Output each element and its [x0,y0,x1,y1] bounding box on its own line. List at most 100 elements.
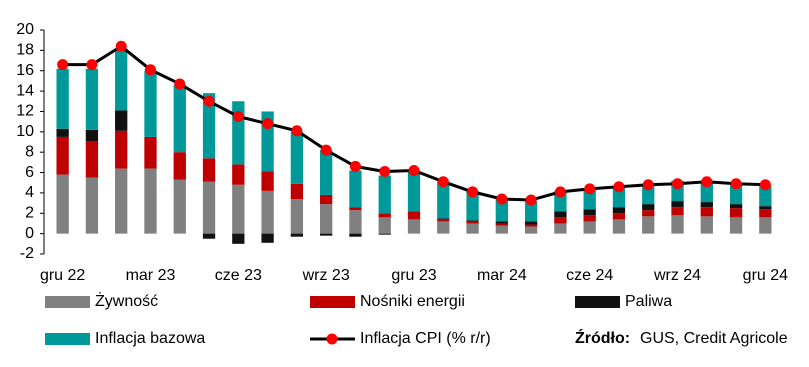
x-tick-label: cze 24 [566,267,613,284]
point [115,40,127,52]
bar [495,221,508,224]
y-tick-label: 20 [16,21,34,38]
bar [202,158,216,182]
bar [700,207,713,217]
bar [290,199,304,234]
bar [612,186,626,208]
point [613,181,625,193]
bar [671,207,684,216]
bar [232,101,245,165]
bar [202,233,216,239]
bar [524,221,538,225]
bar [583,215,596,222]
bar [729,183,743,205]
bar [85,129,99,141]
bar [524,201,538,222]
bar [437,181,450,219]
bar [642,204,655,211]
bar [729,204,743,209]
bar [202,93,216,159]
bar [554,211,567,218]
bar [495,198,508,222]
point [144,64,156,76]
bar [612,207,626,214]
bar [232,233,245,244]
bar [173,84,186,153]
bar [261,171,274,191]
bar [378,213,391,218]
y-tick-label: 0 [25,225,34,242]
bar [85,177,99,234]
point [320,144,332,156]
legend-swatch [575,296,620,308]
bar [261,233,274,243]
bar [554,217,567,224]
bar [554,223,567,234]
x-tick-label: mar 23 [126,267,176,284]
y-tick-label: 12 [16,103,34,120]
bar [115,110,128,131]
bar [759,209,772,218]
bar [320,233,333,236]
legend-label: Inflacja CPI (% r/r) [360,330,491,347]
point [730,178,742,190]
bar [671,201,684,208]
x-tick-label: wrz 24 [653,267,701,284]
x-tick-label: wrz 23 [302,267,350,284]
bar [115,168,128,234]
bar [56,174,69,234]
point [672,178,684,190]
bar [290,183,304,200]
point [262,118,274,130]
y-tick-label: 2 [25,204,34,221]
bar [115,48,128,111]
bar [759,217,772,234]
legend-swatch [310,296,355,308]
point [379,166,391,178]
bar [642,216,655,234]
bar [437,219,450,222]
bar [729,217,743,234]
bar [349,233,362,237]
x-tick-label: cze 23 [215,267,262,284]
source-text: GUS, Credit Agricole [640,330,788,347]
bar [290,233,304,237]
bar [320,194,333,205]
legend-label: Inflacja bazowa [95,330,205,347]
bar [144,136,157,169]
point [554,186,566,198]
bar [378,217,391,234]
bar [759,206,772,210]
x-tick-label: gru 24 [743,267,788,284]
bar [173,152,186,180]
legend-swatch [45,333,90,345]
legend-label: Nośniki energii [360,293,465,310]
bar [202,181,216,234]
point [203,95,215,107]
y-tick-label: 14 [16,82,34,99]
bar [232,184,245,234]
y-tick-label: -2 [20,245,34,262]
bar [349,170,362,208]
bar [261,190,274,234]
point [408,165,420,177]
source-label: Źródło: [575,328,630,347]
bar [115,130,128,169]
bar [437,221,450,234]
point [437,176,449,188]
point [174,78,186,90]
bar [378,175,391,214]
point [86,59,98,71]
bar [495,225,508,234]
bar [437,218,450,220]
bar [56,128,69,137]
bar [407,211,421,220]
legend-marker [326,333,338,345]
bar [407,219,421,234]
point [467,186,479,198]
point [701,176,713,188]
bar [144,70,157,137]
point [584,183,596,195]
bar [56,68,69,129]
